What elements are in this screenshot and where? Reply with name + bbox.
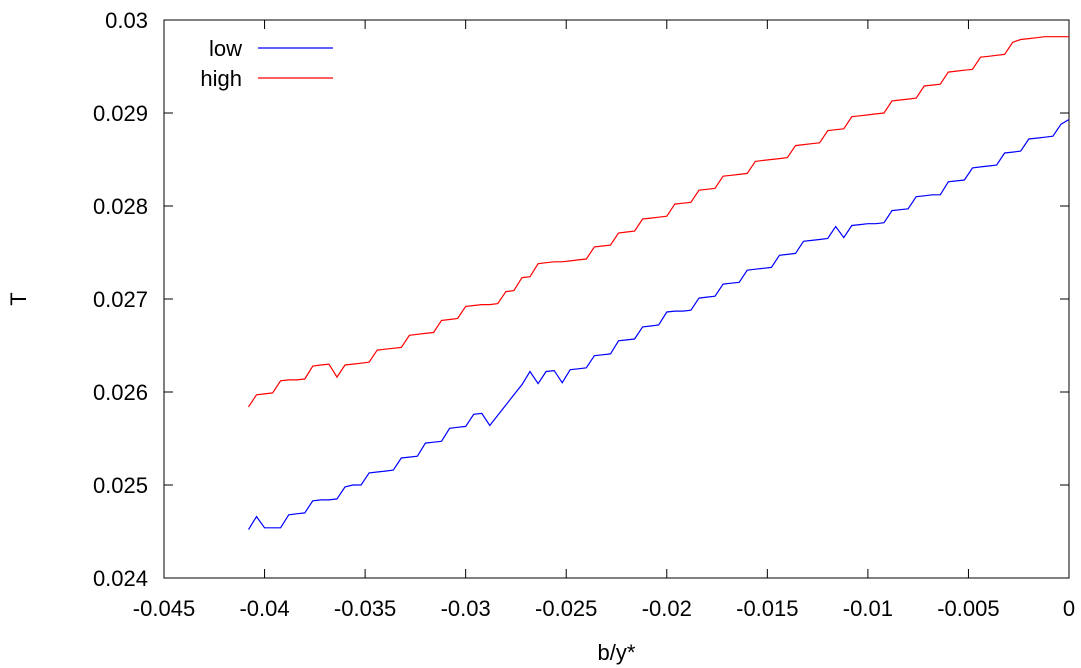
series-line-high: [247, 36, 1069, 408]
x-tick-label: -0.03: [441, 596, 491, 621]
x-tick-label: -0.035: [334, 596, 396, 621]
series-line-low: [247, 118, 1070, 530]
y-axis: 0.024 0.025 0.026 0.027 0.028 0.029 0.03: [93, 8, 1069, 591]
y-axis-label: T: [6, 292, 31, 305]
legend: low high: [200, 36, 333, 91]
series-layer: [247, 36, 1070, 530]
x-tick-label: -0.025: [535, 596, 597, 621]
legend-label-low: low: [209, 36, 242, 61]
y-tick-label: 0.028: [93, 194, 148, 219]
x-tick-label: -0.045: [133, 596, 195, 621]
y-tick-label: 0.03: [105, 8, 148, 33]
x-tick-label: -0.02: [642, 596, 692, 621]
x-tick-label: -0.04: [239, 596, 289, 621]
legend-label-high: high: [200, 66, 242, 91]
x-tick-label: -0.015: [736, 596, 798, 621]
x-tick-label: -0.01: [843, 596, 893, 621]
y-tick-label: 0.029: [93, 101, 148, 126]
x-axis: -0.045 -0.04 -0.035 -0.03 -0.025 -0.02 -0.015 -…: [133, 20, 1075, 621]
y-tick-label: 0.025: [93, 473, 148, 498]
x-tick-label: 0: [1063, 596, 1075, 621]
y-tick-label: 0.027: [93, 287, 148, 312]
x-tick-label: -0.005: [937, 596, 999, 621]
y-tick-label: 0.026: [93, 380, 148, 405]
y-tick-label: 0.024: [93, 566, 148, 591]
x-axis-label: b/y*: [598, 640, 636, 665]
plot-frame: [163, 19, 1070, 579]
